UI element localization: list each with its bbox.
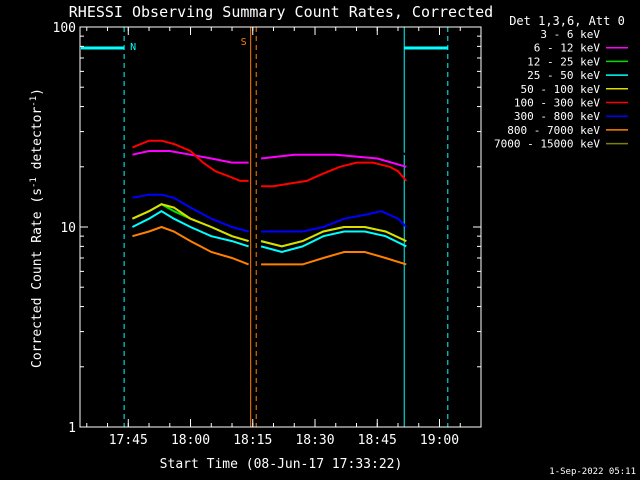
- y-tick-label: 1: [68, 421, 76, 436]
- x-tick-label: 18:45: [358, 433, 397, 448]
- series-line: [132, 225, 249, 266]
- y-axis-label-sup-2: -1: [29, 96, 39, 107]
- legend-label: 3 - 6 keV: [540, 28, 600, 41]
- series-line: [260, 230, 407, 254]
- legend-label: 300 - 800 keV: [514, 110, 600, 123]
- x-axis-label: Start Time (08-Jun-17 17:33:22): [160, 457, 403, 472]
- y-axis-label: Corrected Count Rate (s-1 detector-1): [29, 88, 45, 368]
- legend-title: Det 1,3,6, Att 0: [509, 14, 625, 28]
- series-line: [260, 153, 407, 168]
- axis-ticks: 17:45 18:00 18:15 18:30 18:45 19:00 1 10 100: [53, 21, 482, 448]
- series-line: [131, 210, 249, 248]
- chart-title: RHESSI Observing Summary Count Rates, Co…: [69, 3, 493, 21]
- timestamp: 1-Sep-2022 05:11: [549, 467, 636, 477]
- x-tick-label: 18:00: [171, 433, 210, 448]
- series-line: [132, 139, 249, 182]
- legend-label: 25 - 50 keV: [527, 69, 600, 82]
- series-line: [261, 142, 407, 156]
- series-line: [260, 226, 407, 248]
- legend-label: 800 - 7000 keV: [507, 124, 600, 137]
- x-tick-label: 19:00: [420, 433, 459, 448]
- night-label: N: [130, 42, 136, 53]
- series-line: [131, 203, 249, 243]
- y-axis-label-part-2: detector: [30, 107, 45, 178]
- saa-label: S: [241, 37, 247, 48]
- y-tick-label: 100: [53, 21, 76, 36]
- x-tick-label: 18:30: [295, 433, 334, 448]
- series-line: [132, 150, 249, 164]
- y-axis-label-part-1: Corrected Count Rate (s: [30, 188, 45, 368]
- legend-label: 12 - 25 keV: [527, 55, 600, 68]
- y-axis-label-sup-1: -1: [29, 177, 39, 188]
- x-tick-label: 17:45: [109, 433, 148, 448]
- legend-label: 7000 - 15000 keV: [494, 138, 600, 151]
- series-line: [261, 210, 408, 233]
- series-line: [261, 161, 408, 188]
- x-tick-label: 18:15: [233, 433, 272, 448]
- series-line: [261, 251, 407, 266]
- legend-label: 6 - 12 keV: [534, 42, 601, 55]
- series-line: [132, 193, 249, 233]
- legend-label: 100 - 300 keV: [514, 97, 600, 110]
- legend-label: 50 - 100 keV: [521, 83, 601, 96]
- y-tick-label: 10: [60, 221, 76, 236]
- y-axis-label-part-3: ): [30, 88, 45, 96]
